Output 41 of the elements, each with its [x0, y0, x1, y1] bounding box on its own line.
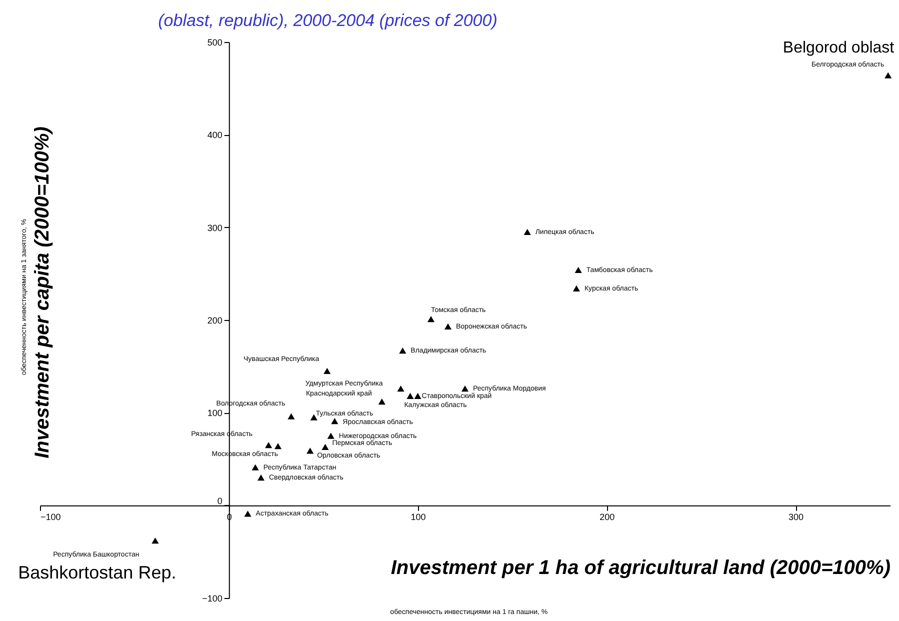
- point: [306, 448, 314, 454]
- point: [378, 398, 386, 405]
- annotation: Belgorod oblast: [782, 39, 895, 56]
- x-tick-label: −100: [40, 512, 61, 522]
- y-axis-title: Investment per capita (2000=100%): [32, 126, 54, 458]
- point: [574, 266, 582, 274]
- point: [461, 386, 469, 392]
- point: [324, 368, 331, 374]
- x-tick-label: 300: [788, 512, 804, 522]
- y-tick-label: 500: [207, 38, 222, 48]
- point: [152, 537, 159, 544]
- point: [572, 285, 580, 292]
- point: [397, 386, 404, 392]
- point: [257, 474, 265, 481]
- point: [274, 442, 282, 450]
- x-axis-title: Investment per 1 ha of agricultural land (2000=100%): [390, 556, 891, 579]
- point: [427, 316, 435, 322]
- annotation: Bashkortostan Rep.: [18, 562, 176, 583]
- point: [406, 392, 414, 400]
- y-tick-label: 300: [207, 222, 222, 233]
- point: [288, 413, 295, 420]
- point: [331, 418, 338, 424]
- chart-title: (oblast, republic), 2000-2004 (prices of 2000): [158, 11, 498, 30]
- point: [265, 442, 272, 448]
- point: [310, 414, 318, 420]
- point: [444, 323, 452, 330]
- y-tick-label: 200: [207, 316, 222, 326]
- point: [884, 72, 892, 78]
- point: [327, 432, 334, 439]
- point: [322, 444, 329, 450]
- y-tick-label: 100: [207, 408, 222, 418]
- point: [399, 348, 406, 354]
- point: [524, 228, 531, 236]
- y-tick-label: 400: [207, 130, 222, 140]
- y-tick-label: −100: [202, 594, 222, 604]
- point: [244, 510, 252, 517]
- x-tick-label: 200: [600, 512, 615, 522]
- x-tick-label: 100: [410, 512, 426, 522]
- point: [252, 464, 259, 470]
- y-tick-label: 0: [217, 496, 222, 506]
- point: [414, 392, 422, 400]
